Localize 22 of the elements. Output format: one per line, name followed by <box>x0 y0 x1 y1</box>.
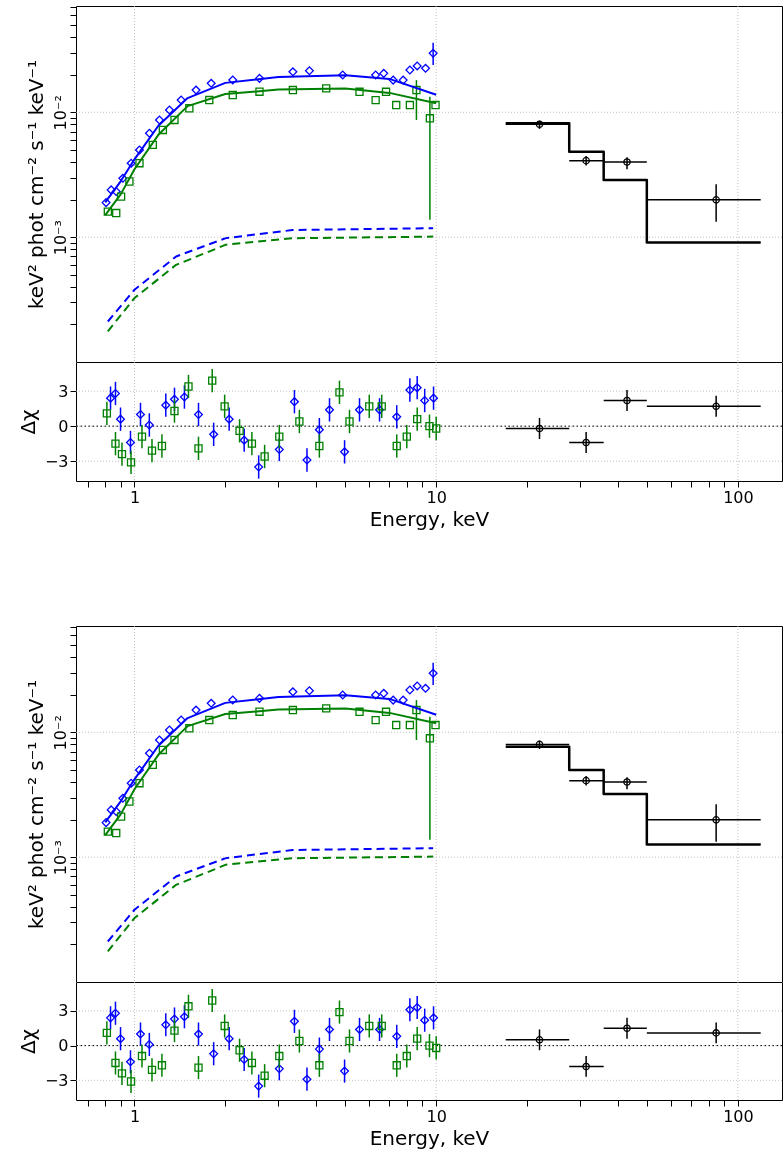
y-tick-label: 0 <box>58 1036 69 1056</box>
y-tick-label: 0 <box>58 416 69 436</box>
y-tick-label: −3 <box>44 1070 69 1090</box>
y-tick-label: 10⁻³ <box>50 840 70 876</box>
x-tick-label: 1 <box>129 1106 141 1126</box>
y-tick-label: 10⁻² <box>50 95 70 131</box>
y-tick-label: 10⁻³ <box>50 220 70 256</box>
y-axis-title: keV² phot cm⁻² s⁻¹ keV⁻¹ <box>23 679 48 930</box>
x-tick-label: 100 <box>723 487 754 507</box>
x-axis-title: Energy, keV <box>369 1125 490 1150</box>
x-tick-label: 10 <box>426 487 447 507</box>
y-tick-label: 3 <box>58 381 69 401</box>
y-axis-title: keV² phot cm⁻² s⁻¹ keV⁻¹ <box>23 59 48 310</box>
y-tick-label: 10⁻² <box>50 715 70 751</box>
x-axis-title: Energy, keV <box>369 506 490 531</box>
x-tick-label: 1 <box>129 487 141 507</box>
y-tick-label: −3 <box>44 451 69 471</box>
y-axis-title: Δχ <box>15 409 40 435</box>
x-tick-label: 100 <box>723 1106 754 1126</box>
y-tick-label: 3 <box>58 1001 69 1021</box>
y-axis-title: Δχ <box>15 1028 40 1055</box>
x-tick-label: 10 <box>426 1106 447 1126</box>
